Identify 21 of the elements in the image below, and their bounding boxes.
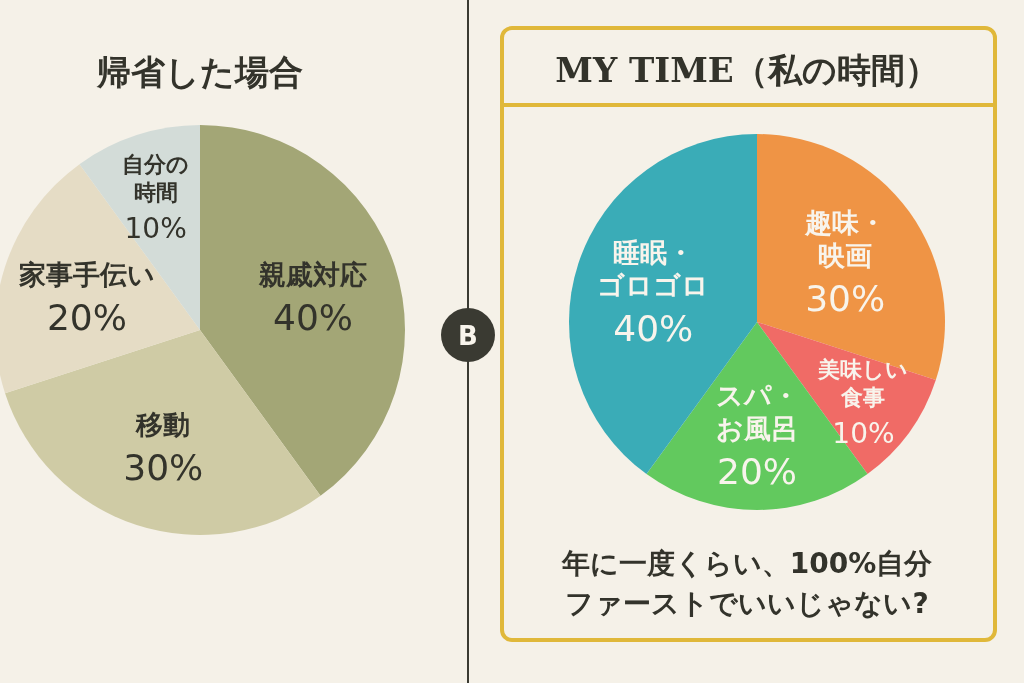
slice-label: 親戚対応 (258, 258, 368, 290)
chart-title: 帰省した場合 (96, 52, 303, 92)
slice-label: 美味しい食事 (817, 357, 909, 411)
slice-label: 自分の時間 (122, 151, 190, 205)
slice-label: スパ・お風呂 (715, 380, 799, 445)
data-label: 20% (716, 451, 798, 493)
data-label: 40% (613, 308, 694, 350)
data-label: 10% (832, 417, 895, 451)
data-label: 30% (805, 277, 886, 319)
slice-label: 移動 (135, 408, 191, 440)
text: 年に一度くらい、100%自分ファーストでいいじゃない? (560, 547, 934, 620)
chart-title: MY TIME（私の時間） (555, 50, 939, 90)
slice-label: 家事手伝い (17, 258, 155, 290)
pie-slice (757, 134, 945, 381)
slice-label: 趣味・映画 (803, 206, 886, 271)
data-label: 10% (124, 211, 187, 245)
data-label: 20% (46, 296, 127, 338)
data-label: 40% (273, 296, 354, 338)
slice-label: 睡眠・ゴロゴロ (597, 237, 710, 302)
data-label: 30% (123, 446, 204, 488)
text: B (458, 321, 478, 351)
